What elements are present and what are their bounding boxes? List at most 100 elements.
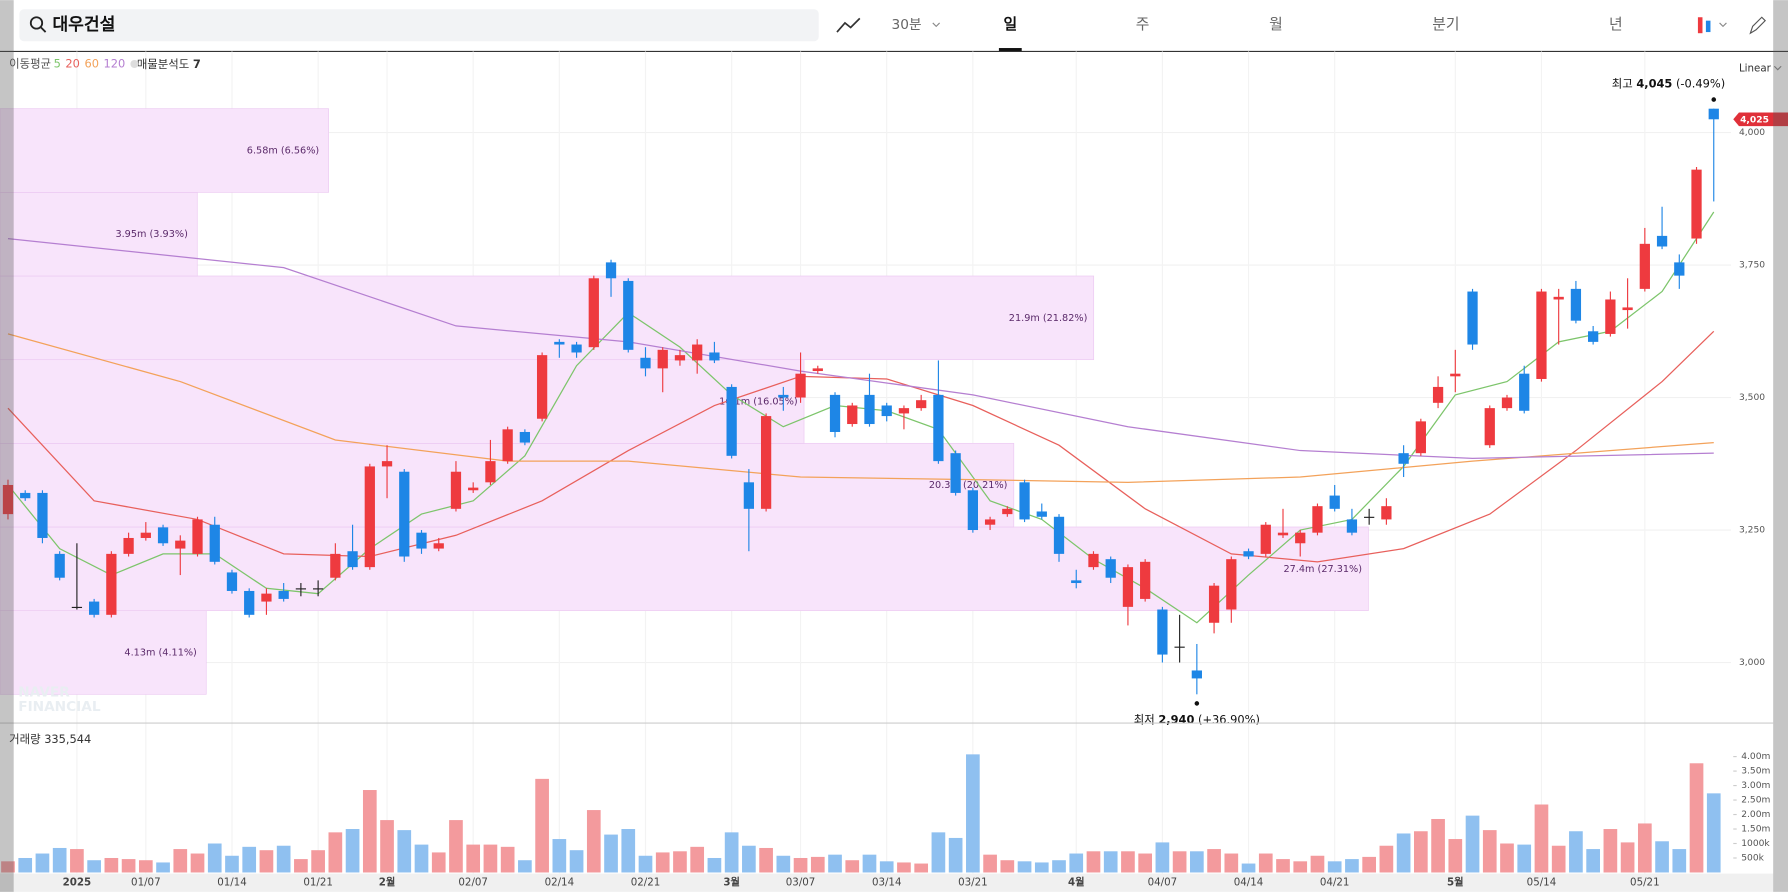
search-box[interactable] bbox=[19, 9, 819, 42]
volume-bar bbox=[1448, 839, 1463, 873]
candle-body bbox=[20, 492, 31, 499]
x-tick-label: 03/14 bbox=[872, 877, 902, 889]
x-tick-label: 01/21 bbox=[303, 877, 333, 889]
volume-bar bbox=[431, 852, 446, 873]
profile-label: 6.58m (6.56%) bbox=[247, 146, 319, 157]
candle-icon[interactable] bbox=[1705, 20, 1711, 33]
candle-body bbox=[795, 373, 806, 398]
candle-body bbox=[726, 386, 737, 456]
candle-body bbox=[399, 471, 410, 557]
volume-bar bbox=[87, 860, 101, 873]
candle-body bbox=[916, 400, 927, 409]
volume-bar bbox=[1431, 818, 1445, 873]
volume-bar bbox=[1586, 849, 1600, 873]
volume-bar bbox=[793, 857, 808, 873]
candle-body bbox=[468, 487, 479, 491]
profile-label: 3.95m (3.93%) bbox=[115, 229, 187, 240]
volume-bar bbox=[879, 861, 894, 873]
candle-body bbox=[847, 405, 858, 425]
candle-body bbox=[1122, 567, 1134, 607]
volume-bar bbox=[776, 855, 791, 873]
volume-bar bbox=[724, 832, 739, 873]
volume-bar bbox=[242, 846, 257, 873]
scale-mode[interactable]: Linear bbox=[1739, 63, 1772, 75]
period-tab[interactable]: 일 bbox=[1003, 16, 1017, 33]
volume-bar bbox=[1, 861, 15, 873]
volume-bar bbox=[1034, 862, 1049, 873]
candle-body bbox=[1208, 585, 1220, 623]
volume-bar bbox=[914, 863, 929, 873]
volume-bar bbox=[138, 860, 153, 873]
candle-body bbox=[519, 431, 531, 443]
profile-band bbox=[0, 192, 198, 277]
volume-bar bbox=[1052, 860, 1066, 873]
x-tick-label: 3월 bbox=[723, 876, 740, 889]
candle-body bbox=[140, 532, 151, 538]
candle-body bbox=[330, 553, 341, 578]
period-tab[interactable]: 분기 bbox=[1432, 16, 1459, 33]
candle-body bbox=[588, 278, 599, 348]
candle-body bbox=[554, 341, 565, 345]
x-tick-label: 03/21 bbox=[958, 877, 988, 889]
volume-bar bbox=[1414, 831, 1428, 873]
volume-bar bbox=[742, 845, 756, 873]
candle-body bbox=[1140, 561, 1151, 599]
candle-body bbox=[709, 352, 720, 361]
period-tab[interactable]: 년 bbox=[1609, 16, 1623, 33]
ma-line bbox=[7, 333, 1714, 484]
candle-body bbox=[640, 357, 651, 369]
x-tick-label: 02/14 bbox=[545, 877, 575, 889]
candle-body bbox=[778, 394, 789, 398]
draw-icon[interactable] bbox=[1749, 16, 1767, 35]
last-price-tag bbox=[1733, 112, 1788, 127]
volume-bar bbox=[1103, 851, 1118, 873]
close-icon bbox=[130, 60, 139, 68]
candle-body bbox=[416, 532, 427, 549]
volume-chart: 500k 1000k 1.50m 2.00m 2.50m 3.00m 3.50m 4.00m bbox=[1, 752, 1771, 873]
candle-body bbox=[54, 553, 65, 578]
volume-bar bbox=[259, 850, 274, 873]
candle-body bbox=[1277, 532, 1289, 536]
volume-bar bbox=[1620, 842, 1635, 873]
interval-button[interactable]: 30분 bbox=[892, 17, 922, 33]
x-tick-label: 02/07 bbox=[458, 877, 488, 889]
candle-body bbox=[485, 461, 496, 483]
y-tick-label: 3,250 bbox=[1739, 526, 1765, 536]
candle-body bbox=[450, 471, 462, 509]
candle-body bbox=[209, 524, 220, 562]
candle-body bbox=[1191, 670, 1202, 679]
volume-bar bbox=[690, 846, 705, 873]
volume-bar bbox=[1207, 849, 1221, 873]
chart-type-icon[interactable] bbox=[836, 17, 861, 33]
volume-bar bbox=[1706, 793, 1721, 873]
candle-body bbox=[1467, 291, 1478, 345]
period-tab[interactable]: 월 bbox=[1269, 16, 1283, 33]
profile-label: 16.1m (16.05%) bbox=[719, 397, 798, 408]
volume-bar bbox=[1603, 829, 1618, 873]
profile-band bbox=[0, 610, 207, 695]
chevron bbox=[932, 22, 941, 28]
volume-bar bbox=[173, 849, 188, 873]
volume-bar bbox=[1276, 859, 1290, 873]
candle-body bbox=[657, 349, 668, 369]
volume-bar bbox=[1637, 823, 1652, 873]
ma-line bbox=[7, 237, 1714, 460]
x-tick-label: 02/21 bbox=[631, 877, 661, 889]
candle-body bbox=[1536, 291, 1547, 379]
candle-body bbox=[812, 368, 823, 372]
volume-bar bbox=[845, 860, 860, 873]
extreme-change: (+36.90%) bbox=[1198, 712, 1260, 726]
volume-bar bbox=[1069, 853, 1084, 873]
chevron bbox=[1773, 65, 1782, 71]
volume-bar bbox=[948, 837, 963, 873]
period-tab[interactable]: 주 bbox=[1136, 16, 1150, 33]
profile-levels: 7 bbox=[193, 56, 201, 70]
candle-body bbox=[1105, 559, 1116, 578]
volume-bar bbox=[1086, 851, 1101, 873]
candle-body bbox=[864, 394, 875, 425]
volume-bar bbox=[1482, 830, 1497, 873]
candle-body bbox=[1346, 519, 1358, 533]
candle-body bbox=[175, 540, 186, 549]
candle-icon[interactable] bbox=[1697, 17, 1703, 34]
x-axis-band bbox=[0, 873, 1774, 892]
